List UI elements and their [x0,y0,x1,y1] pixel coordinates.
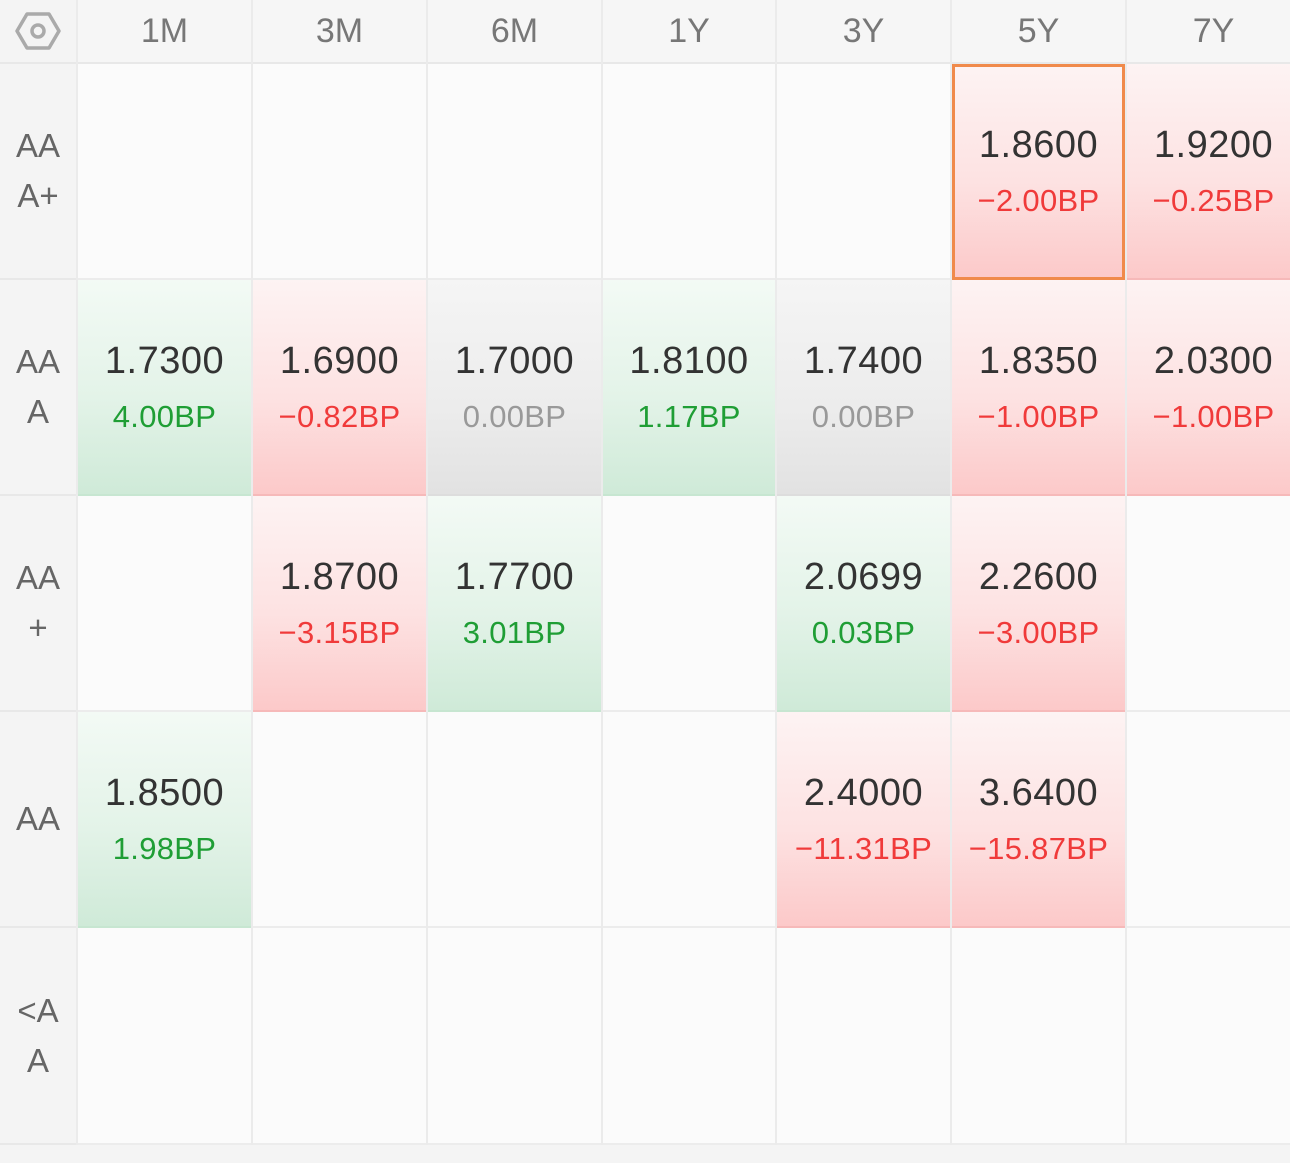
yield-cell[interactable]: 1.8350 −1.00BP [952,280,1125,496]
empty-cell[interactable] [952,928,1125,1145]
yield-cell[interactable]: 2.0300 −1.00BP [1127,280,1290,496]
empty-cell[interactable] [78,928,251,1145]
yield-rate: 3.6400 [978,771,1099,814]
rating-label: AA [15,800,61,837]
yield-rate: 2.0699 [803,555,924,598]
row-header-rating[interactable]: <AA [0,928,76,1145]
yield-rate: 1.7000 [454,339,575,382]
yield-cell[interactable]: 1.7000 0.00BP [428,280,601,496]
empty-cell[interactable] [1127,928,1290,1145]
row-header-rating[interactable]: AAA [0,280,76,496]
yield-change-bp: 3.01BP [462,614,567,650]
yield-cell[interactable]: 1.9200 −0.25BP [1127,64,1290,280]
yield-rate: 2.0300 [1153,339,1274,382]
yield-rate: 1.8600 [978,123,1099,166]
yield-cell[interactable]: 1.8100 1.17BP [603,280,775,496]
yield-rate: 1.8700 [279,555,400,598]
yield-cell[interactable]: 1.6900 −0.82BP [253,280,426,496]
empty-cell[interactable] [1127,496,1290,712]
yield-rate: 1.7400 [803,339,924,382]
column-header-3m[interactable]: 3M [253,0,426,64]
yield-cell[interactable]: 1.7400 0.00BP [777,280,950,496]
yield-rate: 1.8500 [104,771,225,814]
yield-change-bp: −15.87BP [968,830,1109,866]
row-header-rating[interactable]: AA+ [0,496,76,712]
yield-cell[interactable]: 2.4000 −11.31BP [777,712,950,928]
column-header-7y[interactable]: 7Y [1127,0,1290,64]
empty-cell[interactable] [428,712,601,928]
yield-cell[interactable]: 1.7300 4.00BP [78,280,251,496]
yield-cell[interactable]: 3.6400 −15.87BP [952,712,1125,928]
empty-cell[interactable] [777,928,950,1145]
column-header-1m[interactable]: 1M [78,0,251,64]
bottom-strip [0,1145,1290,1163]
column-header-3y[interactable]: 3Y [777,0,950,64]
empty-cell[interactable] [428,64,601,280]
rating-label: AA+ [15,559,61,646]
empty-cell[interactable] [777,64,950,280]
yield-change-bp: 0.00BP [811,398,916,434]
empty-cell[interactable] [253,712,426,928]
yield-rate: 1.6900 [279,339,400,382]
yield-cell[interactable]: 1.8500 1.98BP [78,712,251,928]
rating-label: AAA [15,343,61,430]
hexagon-settings-icon [15,12,61,50]
row-header-rating[interactable]: AAA+ [0,64,76,280]
empty-cell[interactable] [603,928,775,1145]
empty-cell[interactable] [603,64,775,280]
yield-cell[interactable]: 1.7700 3.01BP [428,496,601,712]
yield-cell[interactable]: 2.0699 0.03BP [777,496,950,712]
yield-change-bp: 0.03BP [811,614,916,650]
yield-rate: 1.9200 [1153,123,1274,166]
yield-change-bp: −0.82BP [278,398,401,434]
yield-cell[interactable]: 1.8700 −3.15BP [253,496,426,712]
column-header-1y[interactable]: 1Y [603,0,775,64]
yield-cell[interactable]: 2.2600 −3.00BP [952,496,1125,712]
yield-change-bp: −3.00BP [977,614,1100,650]
yield-cell[interactable]: 1.8600 −2.00BP [952,64,1125,280]
empty-cell[interactable] [253,64,426,280]
yield-change-bp: −1.00BP [1152,398,1275,434]
column-header-6m[interactable]: 6M [428,0,601,64]
yield-change-bp: −3.15BP [278,614,401,650]
column-header-5y[interactable]: 5Y [952,0,1125,64]
yield-rate: 2.2600 [978,555,1099,598]
yield-change-bp: −1.00BP [977,398,1100,434]
yield-change-bp: 1.98BP [112,830,217,866]
empty-cell[interactable] [78,496,251,712]
yield-rate: 1.8100 [629,339,749,382]
yield-rate: 1.7300 [104,339,225,382]
yield-change-bp: −2.00BP [977,182,1100,218]
empty-cell[interactable] [78,64,251,280]
row-header-rating[interactable]: AA [0,712,76,928]
yield-change-bp: −0.25BP [1152,182,1275,218]
empty-cell[interactable] [603,712,775,928]
yield-change-bp: −11.31BP [794,830,933,866]
empty-cell[interactable] [428,928,601,1145]
yield-change-bp: 1.17BP [637,398,741,434]
yield-change-bp: 0.00BP [462,398,567,434]
rating-label: AAA+ [15,127,61,214]
yield-change-bp: 4.00BP [112,398,217,434]
rating-label: <AA [17,991,59,1079]
empty-cell[interactable] [1127,712,1290,928]
empty-cell[interactable] [603,496,775,712]
matrix-settings-button[interactable] [0,0,76,64]
empty-cell[interactable] [253,928,426,1145]
yield-rate: 1.8350 [978,339,1099,382]
yield-rate: 2.4000 [803,771,924,814]
yield-rate: 1.7700 [454,555,575,598]
